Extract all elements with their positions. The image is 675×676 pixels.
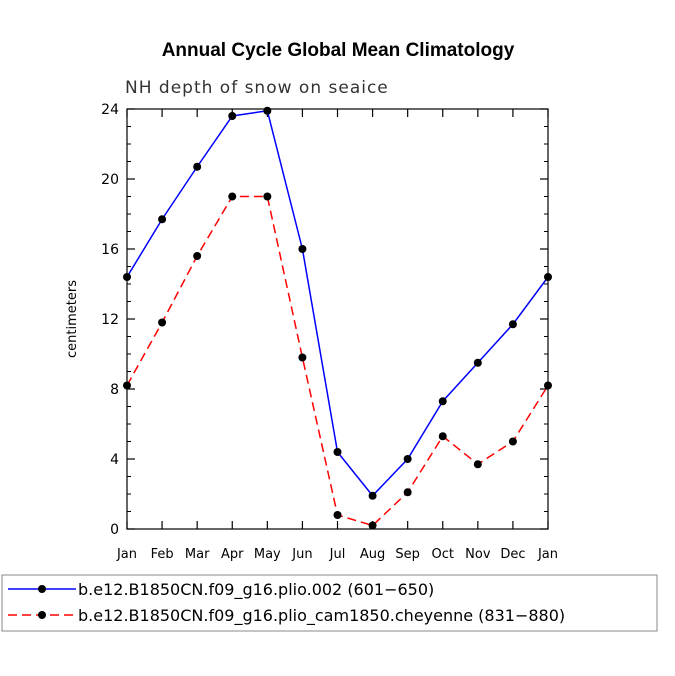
x-tick-label: Mar [185,547,210,562]
y-tick-label: 0 [110,522,119,538]
chart-title: Annual Cycle Global Mean Climatology [162,40,515,61]
x-tick-label: Nov [465,547,491,562]
plot-frame [126,108,549,530]
x-tick-label: Jan [537,547,558,562]
series-1-point [158,215,167,224]
series-2-point [333,511,342,519]
series-1-point [368,491,377,500]
series-2-point [403,488,412,497]
series-2-point [158,318,167,327]
chart-subtitle: NH depth of snow on seaice [125,78,389,98]
y-tick-label: 4 [110,452,119,468]
series-2-point [263,192,272,201]
y-tick-label: 16 [101,242,119,258]
series-1-point [438,397,447,406]
series-layer [123,106,552,530]
x-axis: Jan Feb Mar Apr May Jun Jul Aug Sep Oct Nov Dec Jan [116,109,558,562]
legend-label-1: b.e12.B1850CN.f09_g16.plio.002 (601−650) [78,580,434,600]
series-2-point [438,432,447,441]
y-tick-label: 8 [110,382,119,398]
series-2-point [193,252,202,260]
legend-label-2: b.e12.B1850CN.f09_g16.plio_cam1850.cheye… [78,606,565,626]
series-1-point [123,273,131,281]
legend-box [1,574,658,632]
x-tick-label: May [254,547,281,562]
x-tick-label: Dec [500,547,525,562]
series-1-point [544,273,552,281]
y-tick-label: 12 [101,312,119,328]
x-tick-label: Jun [291,547,312,562]
series-2-point [508,437,517,446]
x-tick-label: Feb [151,547,174,562]
x-tick-label: Sep [395,547,420,562]
series-2-point [298,353,307,362]
x-tick-label: Apr [221,547,244,562]
series-1-point [263,106,272,115]
legend-marker-2 [38,611,46,619]
series-1-point [228,112,237,120]
x-tick-label: Jan [116,547,137,562]
legend: b.e12.B1850CN.f09_g16.plio.002 (601−650)… [8,580,565,626]
series-2-point [544,381,552,390]
series-2-point [228,192,237,201]
series-1-point [473,358,482,367]
series-1-point [298,245,307,253]
x-tick-label: Oct [432,547,454,562]
y-axis-label: centimeters [65,280,80,358]
series-2-point [473,460,482,469]
y-axis: 0 4 8 12 16 20 24 [101,102,548,538]
series-2-point [368,521,377,530]
series-1-point [333,448,342,456]
series-1-point [403,455,412,463]
x-tick-label: Jul [329,547,346,562]
legend-marker-1 [38,585,46,593]
series-line-2 [126,195,549,527]
series-line-1 [126,109,549,497]
series-1-point [508,320,517,329]
y-tick-label: 20 [101,172,119,188]
minor-ticks [127,126,548,512]
series-2-point [123,381,131,390]
series-1-point [193,162,202,171]
x-tick-label: Aug [360,547,385,562]
y-tick-label: 24 [101,102,119,118]
